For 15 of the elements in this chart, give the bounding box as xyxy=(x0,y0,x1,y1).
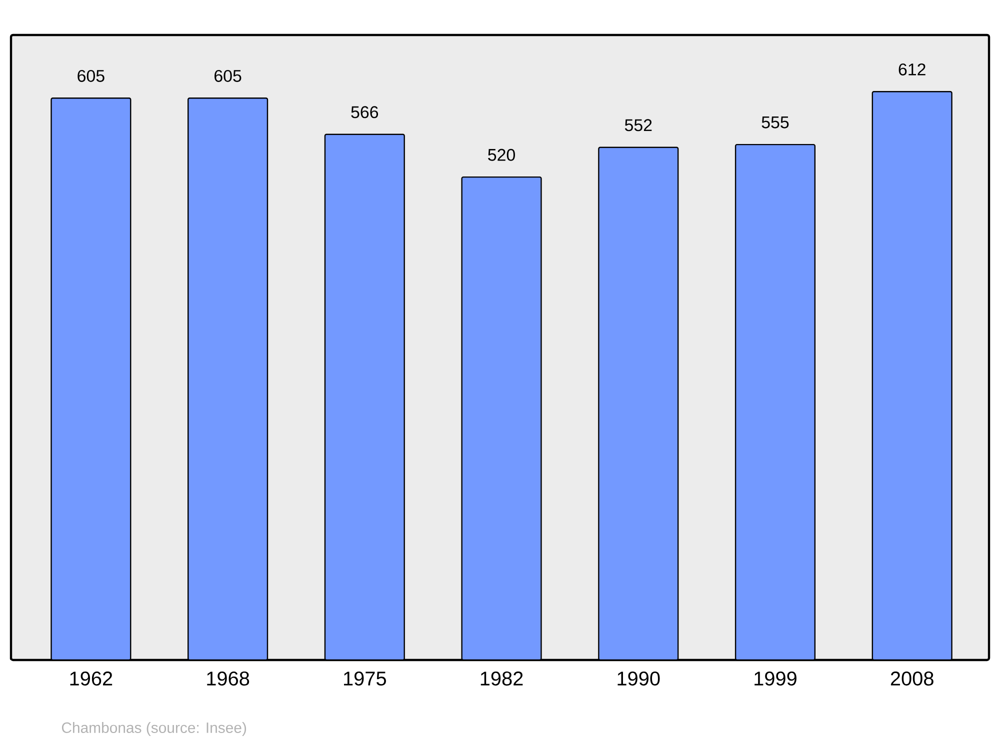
x-tick-label: 1982 xyxy=(480,672,523,686)
x-tick-label: 1990 xyxy=(618,672,660,686)
x-tick-label: 1975 xyxy=(344,672,386,686)
x-tick-label: 1962 xyxy=(70,672,112,686)
x-tick-label: 2008 xyxy=(890,672,934,686)
data-label: 552 xyxy=(624,119,652,132)
text: Chambonas (source: Insee) xyxy=(62,722,246,736)
data-label: 520 xyxy=(488,148,515,161)
data-label: 555 xyxy=(762,116,789,128)
data-label: 605 xyxy=(214,70,242,82)
x-tick-label: 1968 xyxy=(207,672,250,686)
data-label: 612 xyxy=(898,63,926,76)
data-label: 605 xyxy=(78,70,104,82)
data-label: 566 xyxy=(351,106,378,118)
x-tick-label: 1999 xyxy=(754,672,796,686)
